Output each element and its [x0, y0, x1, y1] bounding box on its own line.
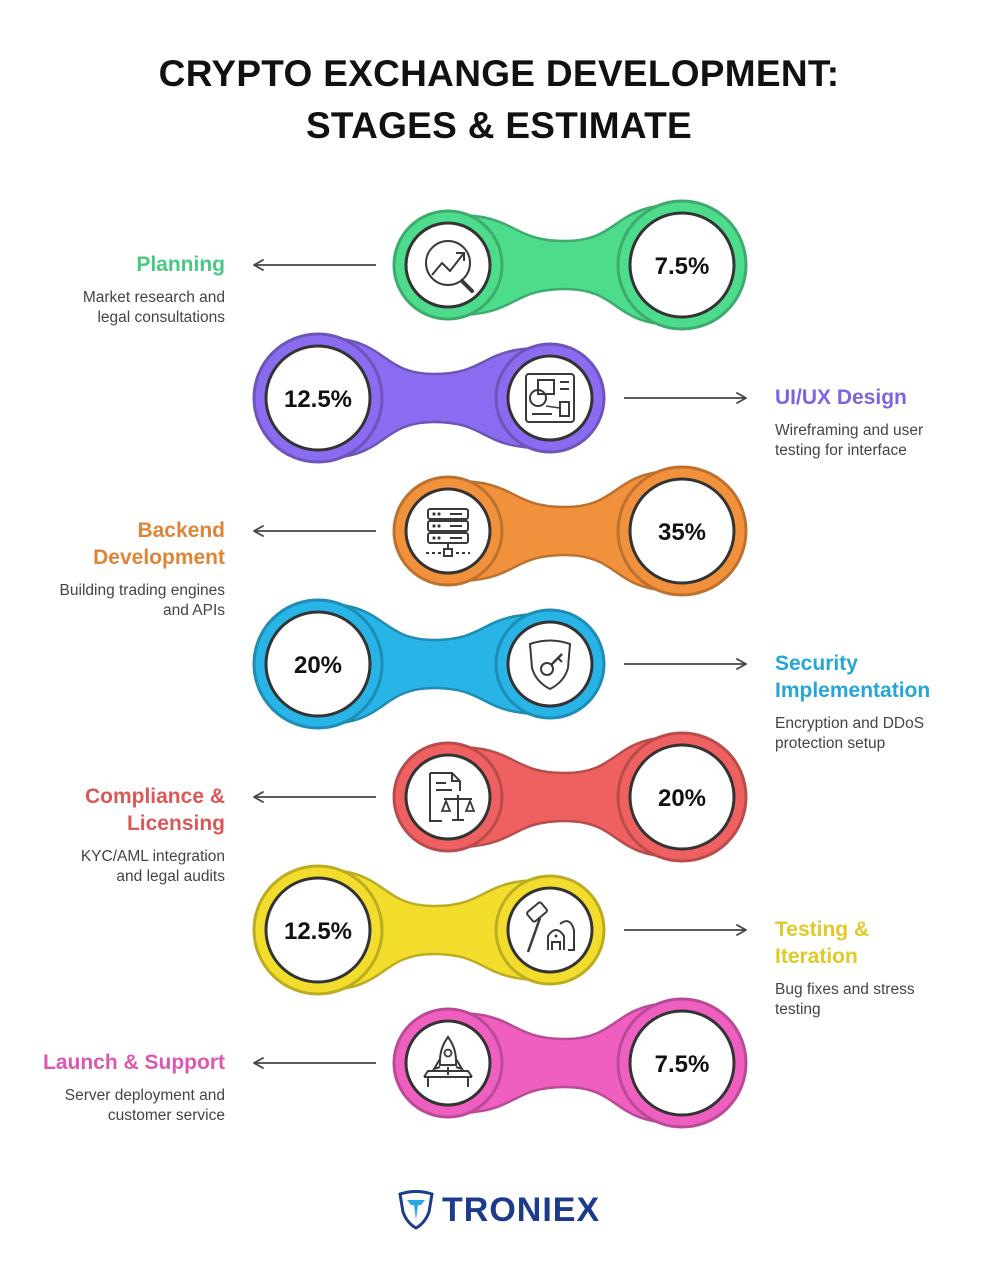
stage-2: 12.5% — [252, 332, 747, 464]
stage-text-1: Planning Market research and legal consul… — [0, 251, 225, 328]
stage-description: Server deployment and customer service — [64, 1087, 225, 1124]
icon-disc — [506, 886, 594, 974]
stage-text-6: Testing & Iteration Bug fixes and stress … — [775, 916, 998, 1020]
hammer-bug-icon — [526, 901, 575, 953]
icon-disc — [404, 753, 492, 841]
percent-disc — [264, 876, 372, 984]
title-line-1: CRYPTO EXCHANGE DEVELOPMENT: — [158, 53, 840, 94]
brand-logo: TRONIEX — [398, 1188, 600, 1232]
percent-disc — [628, 211, 736, 319]
stage-percent: 35% — [658, 519, 706, 546]
stage-percent: 20% — [294, 652, 342, 679]
stage-name: Backend Development — [93, 519, 225, 569]
stage-percent: 7.5% — [655, 1051, 710, 1078]
stage-percent: 12.5% — [284, 918, 352, 945]
shield-key-icon — [528, 639, 572, 691]
stage-description: Market research and legal consultations — [82, 289, 225, 326]
stage-text-4: Security Implementation Encryption and DD… — [775, 650, 998, 754]
stage-text-7: Launch & Support Server deployment and cu… — [0, 1049, 225, 1126]
stage-name: Compliance & Licensing — [84, 785, 225, 835]
stage-6: 12.5% — [252, 864, 747, 996]
rocket-launch-icon — [423, 1035, 473, 1087]
stage-percent: 12.5% — [284, 386, 352, 413]
stage-name: Planning — [136, 253, 225, 276]
stage-3: 35% — [253, 465, 748, 597]
percent-disc — [628, 477, 736, 585]
percent-disc — [628, 743, 736, 851]
stage-description: Encryption and DDoS protection setup — [775, 715, 925, 752]
stage-name: Launch & Support — [43, 1051, 225, 1074]
percent-disc — [628, 1009, 736, 1117]
wireframe-layout-icon — [525, 373, 575, 423]
stage-text-5: Compliance & Licensing KYC/AML integratio… — [0, 783, 225, 887]
stage-percent: 20% — [658, 785, 706, 812]
percent-disc — [264, 610, 372, 718]
stage-4: 20% — [252, 598, 747, 730]
stage-name: Testing & Iteration — [775, 918, 870, 968]
troniex-shield-logo-icon — [398, 1190, 434, 1230]
stage-description: Bug fixes and stress testing — [775, 981, 915, 1018]
stage-5: 20% — [253, 731, 748, 863]
analysis-chart-icon — [425, 240, 474, 293]
stage-1: 7.5% — [253, 199, 748, 331]
percent-disc — [264, 344, 372, 452]
icon-disc — [404, 1019, 492, 1107]
stage-7: 7.5% — [253, 997, 748, 1129]
logo-text: TRONIEX — [442, 1190, 601, 1229]
stage-description: KYC/AML integration and legal audits — [80, 848, 225, 885]
server-stack-icon — [426, 508, 470, 557]
title-line-2: STAGES & ESTIMATE — [305, 105, 693, 146]
stage-name: Security Implementation — [775, 652, 931, 702]
stage-description: Wireframing and user testing for interfa… — [775, 422, 924, 459]
icon-disc — [506, 354, 594, 442]
stage-description: Building trading engines and APIs — [59, 582, 225, 619]
page-title: CRYPTO EXCHANGE DEVELOPMENT: STAGES & ES… — [0, 48, 998, 152]
icon-disc — [404, 221, 492, 309]
stage-percent: 7.5% — [655, 253, 710, 280]
legal-document-scales-icon — [429, 772, 476, 822]
stage-text-2: UI/UX Design Wireframing and user testing… — [775, 384, 998, 461]
stage-name: UI/UX Design — [775, 386, 907, 409]
stage-text-3: Backend Development Building trading engi… — [0, 517, 225, 621]
